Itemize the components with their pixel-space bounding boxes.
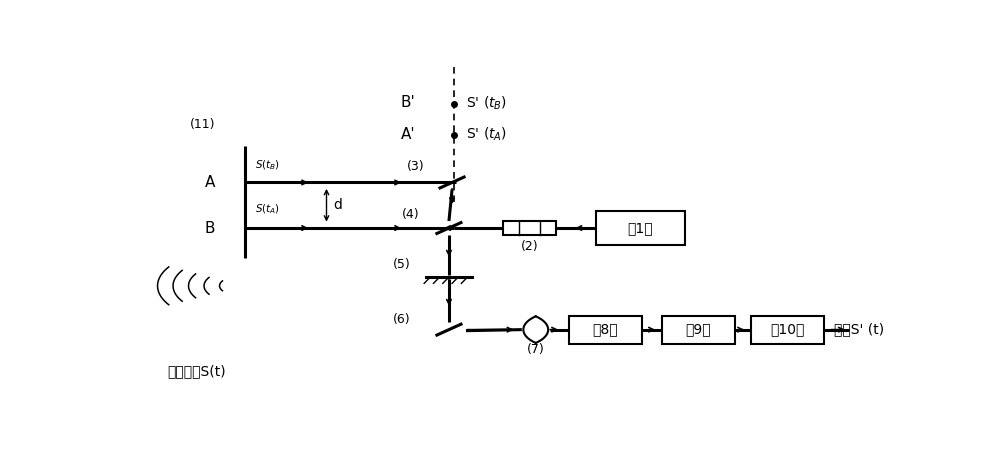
Text: （10）: （10） — [770, 323, 805, 337]
Text: (11): (11) — [190, 118, 215, 131]
Bar — [503, 221, 556, 235]
Text: (3): (3) — [407, 160, 424, 173]
Text: 输出S' (t): 输出S' (t) — [834, 323, 885, 337]
Bar — [569, 316, 642, 344]
Text: （1）: （1） — [628, 221, 653, 235]
Text: $S(t_A)$: $S(t_A)$ — [255, 202, 280, 216]
Text: S' ($t_B$): S' ($t_B$) — [466, 94, 507, 111]
Text: (7): (7) — [527, 343, 545, 356]
Bar — [596, 212, 685, 245]
Text: B: B — [205, 221, 216, 236]
Text: A: A — [205, 175, 215, 190]
Text: (2): (2) — [521, 240, 538, 253]
Text: S' ($t_A$): S' ($t_A$) — [466, 126, 507, 143]
Bar — [662, 316, 735, 344]
Text: d: d — [334, 198, 343, 212]
Text: (6): (6) — [393, 313, 410, 326]
Text: (5): (5) — [393, 258, 411, 271]
Text: $S(t_B)$: $S(t_B)$ — [255, 158, 280, 172]
Bar — [751, 316, 824, 344]
Text: （8）: （8） — [593, 323, 618, 337]
Text: （9）: （9） — [686, 323, 711, 337]
Text: A': A' — [401, 127, 416, 142]
Text: 振动信号S(t): 振动信号S(t) — [168, 364, 226, 379]
Text: B': B' — [401, 96, 416, 111]
Text: (4): (4) — [401, 207, 419, 221]
